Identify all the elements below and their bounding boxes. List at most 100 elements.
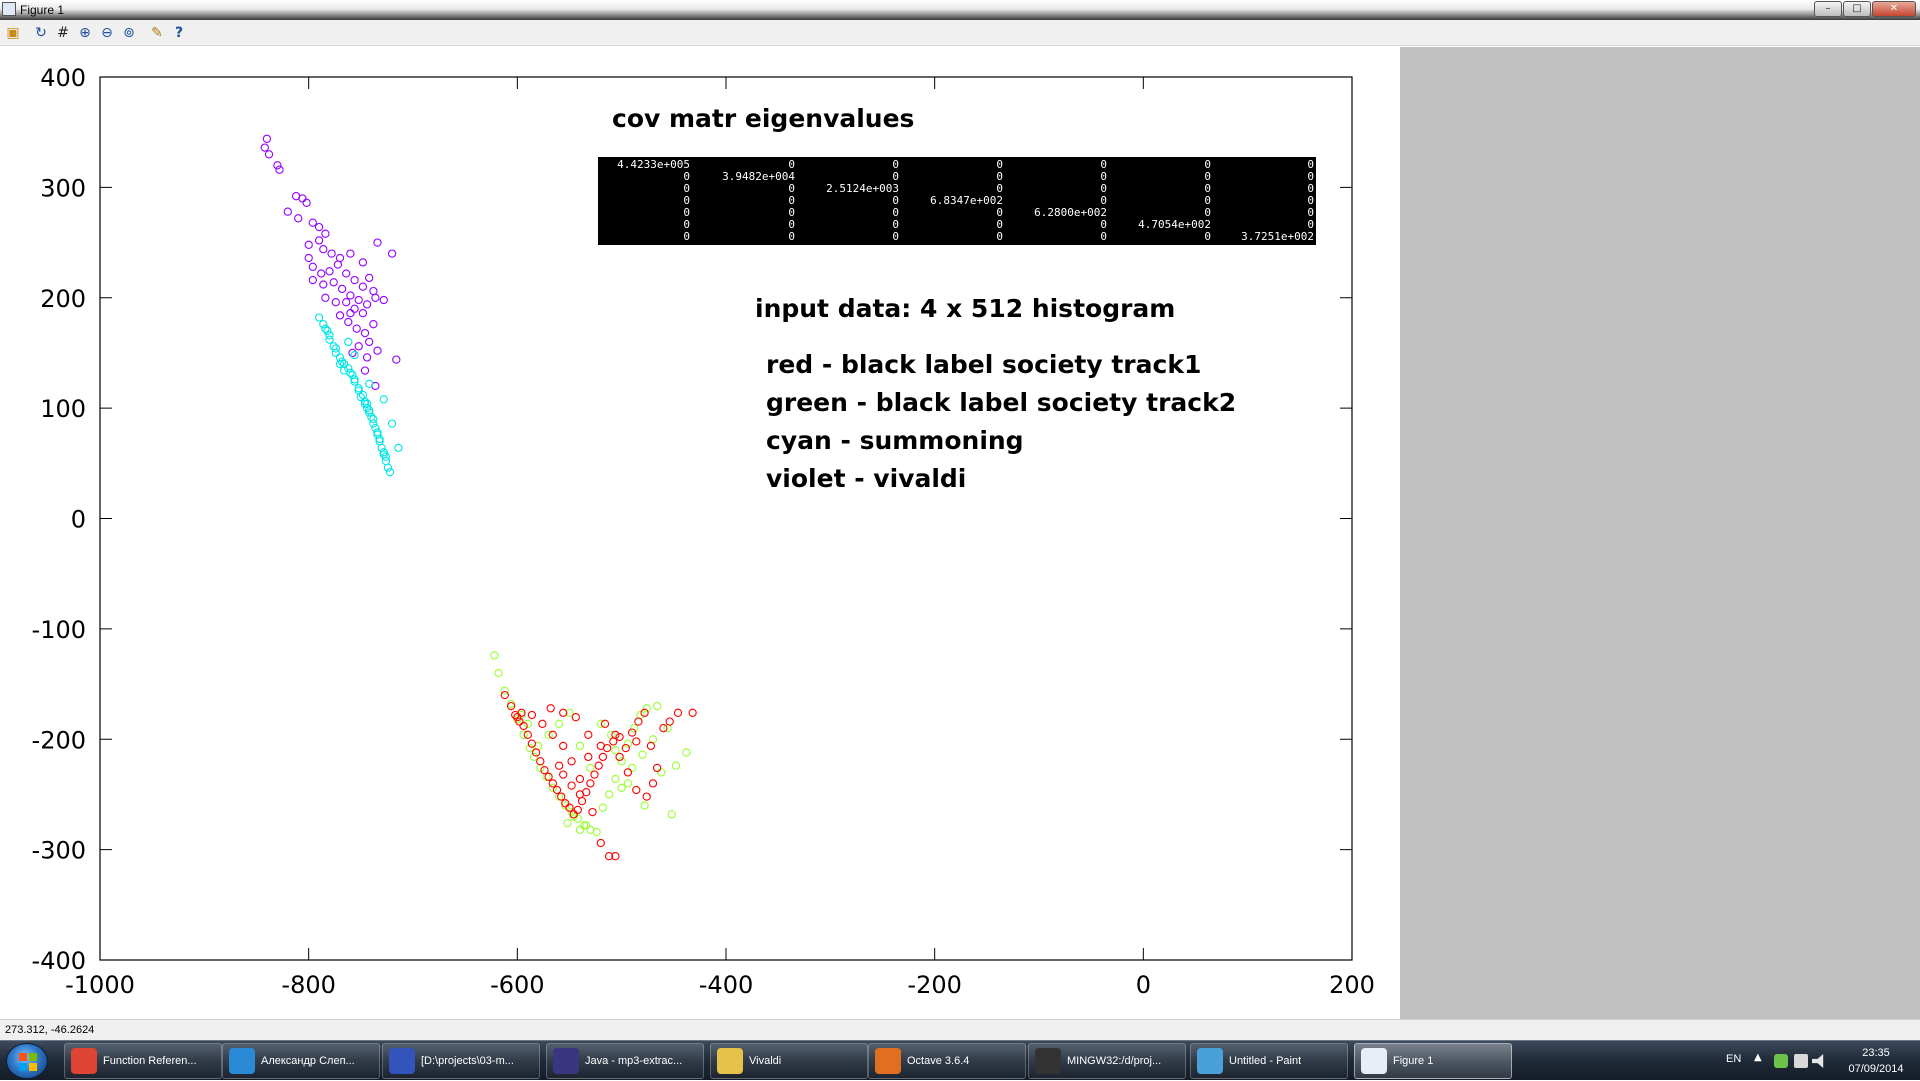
eigen-matrix-cell: 4.4233e+005 <box>617 158 690 171</box>
data-point <box>490 651 499 660</box>
data-point <box>598 803 608 812</box>
taskbar-item[interactable]: Figure 1 <box>1354 1043 1512 1079</box>
zoom-in-icon[interactable]: ⊕ <box>79 24 91 41</box>
eigen-matrix-cell: 0 <box>892 194 899 207</box>
data-point <box>325 331 334 340</box>
eigen-matrix-cell: 3.9482e+004 <box>722 170 795 183</box>
data-point <box>381 452 391 461</box>
data-point <box>584 730 593 739</box>
language-indicator[interactable]: EN <box>1726 1053 1742 1065</box>
data-point <box>513 715 522 724</box>
data-point <box>615 752 624 762</box>
figure-canvas[interactable]: -1000 -800 -600 -400 -200 0 200 -400 -300 -200 -10… <box>0 47 1400 1019</box>
data-point <box>659 724 668 733</box>
minimize-button[interactable]: – <box>1814 1 1842 17</box>
data-point <box>561 801 570 810</box>
data-point <box>352 324 361 333</box>
taskbar-item[interactable]: Octave 3.6.4 <box>868 1043 1026 1079</box>
flag-icon[interactable] <box>1794 1054 1808 1068</box>
data-point <box>506 699 516 709</box>
data-point <box>609 737 618 746</box>
taskbar: Function Referen... Александр Слеп... [D:\… <box>0 1040 1920 1080</box>
data-point <box>314 222 324 232</box>
data-point <box>327 249 336 258</box>
taskbar-item[interactable]: MINGW32:/d/proj... <box>1028 1043 1186 1079</box>
eigen-matrix-cell: 0 <box>683 170 690 183</box>
data-point <box>523 730 532 739</box>
data-point <box>350 375 359 384</box>
data-point <box>565 708 574 717</box>
clock[interactable]: 23:35 07/09/2014 <box>1832 1045 1920 1077</box>
data-point <box>379 295 388 305</box>
eigen-matrix-cell: 0 <box>1307 194 1314 207</box>
x-tick-label: 200 <box>1329 971 1375 999</box>
taskbar-item-label: MINGW32:/d/proj... <box>1067 1055 1162 1067</box>
taskbar-item[interactable]: [D:\projects\03-m... <box>382 1043 540 1079</box>
data-point <box>319 245 328 254</box>
data-point <box>646 741 656 751</box>
data-point <box>319 320 328 329</box>
data-point <box>337 357 347 366</box>
eigen-matrix-cell: 0 <box>996 206 1003 219</box>
data-point <box>354 342 363 351</box>
eigen-matrix-cell: 0 <box>788 218 795 231</box>
close-button[interactable]: ✕ <box>1872 1 1916 17</box>
data-point <box>632 737 641 746</box>
taskbar-item-label: [D:\projects\03-m... <box>421 1055 514 1067</box>
help-icon[interactable]: ? <box>174 24 184 41</box>
eigen-matrix-cell: 0 <box>788 194 795 207</box>
data-point <box>513 713 522 722</box>
window-controls: – □ ✕ <box>1813 1 1916 19</box>
taskbar-item[interactable]: Function Referen... <box>64 1043 222 1079</box>
data-point <box>621 743 630 753</box>
data-point <box>623 768 633 777</box>
data-point <box>325 335 334 344</box>
show-hidden-icons-icon[interactable]: ▲ <box>1754 1052 1762 1063</box>
scatter-plot: -1000 -800 -600 -400 -200 0 200-400-300-200-10… <box>32 64 1375 999</box>
data-point <box>308 218 317 227</box>
data-point <box>598 752 608 762</box>
network-icon[interactable] <box>1774 1054 1788 1068</box>
data-point <box>379 395 388 404</box>
data-point <box>536 757 545 766</box>
y-tick-label: -100 <box>32 616 86 644</box>
zoom-out-icon[interactable]: ⊖ <box>101 24 113 41</box>
eigen-matrix-cell: 0 <box>1100 158 1107 171</box>
config-icon[interactable]: ✎ <box>151 24 163 41</box>
volume-icon[interactable] <box>1812 1054 1824 1068</box>
y-tick-label: -400 <box>32 947 86 975</box>
taskbar-item-label: Александр Слеп... <box>261 1055 355 1067</box>
data-point <box>652 701 662 711</box>
data-point <box>554 719 564 728</box>
data-point <box>298 194 307 203</box>
data-point <box>360 328 370 338</box>
data-point <box>494 668 503 678</box>
taskbar-item[interactable]: Александр Слеп... <box>222 1043 380 1079</box>
taskbar-item[interactable]: Untitled - Paint <box>1190 1043 1348 1079</box>
rotate-icon[interactable]: ↻ <box>35 24 47 41</box>
data-point <box>665 717 674 726</box>
start-button[interactable] <box>6 1043 48 1079</box>
data-point <box>373 346 382 355</box>
zoom-auto-icon[interactable]: ⊚ <box>123 24 135 41</box>
eigen-matrix-cell: 0 <box>683 206 690 219</box>
data-point <box>360 399 370 408</box>
maximize-button[interactable]: □ <box>1843 1 1871 17</box>
taskbar-item[interactable]: Vivaldi <box>710 1043 868 1079</box>
data-point <box>615 732 624 742</box>
taskbar-item-label: Octave 3.6.4 <box>907 1055 970 1067</box>
data-point <box>365 379 374 388</box>
eigen-matrix-cell: 0 <box>788 158 795 171</box>
load-icon[interactable]: ▣ <box>6 24 20 41</box>
eigen-matrix-cell: 0 <box>892 170 899 183</box>
data-point <box>579 821 589 830</box>
data-point <box>527 739 537 748</box>
data-point <box>563 818 572 828</box>
data-point <box>356 392 365 402</box>
data-point <box>500 690 509 700</box>
data-point <box>365 337 374 347</box>
grid-icon[interactable]: # <box>57 24 69 41</box>
data-point <box>302 198 311 207</box>
data-point <box>565 803 574 812</box>
taskbar-item[interactable]: Java - mp3-extrac... <box>546 1043 704 1079</box>
